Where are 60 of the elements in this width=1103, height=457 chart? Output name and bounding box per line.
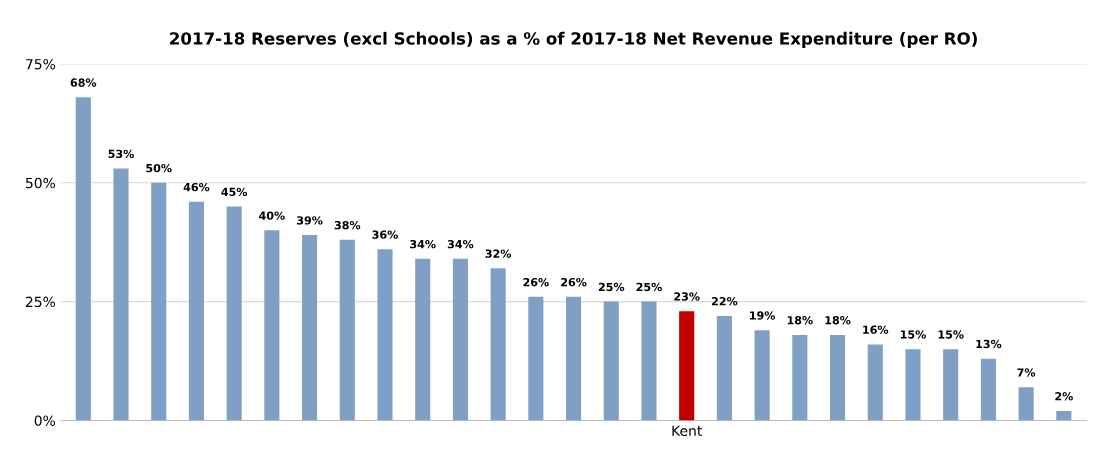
data-label: 34% — [410, 239, 436, 249]
bar — [528, 296, 544, 421]
data-label: 19% — [750, 311, 776, 320]
bar — [867, 344, 883, 421]
data-label: 53% — [108, 149, 134, 159]
y-tick-label: 50% — [26, 177, 56, 189]
chart-title: 2017-18 Reserves (excl Schools) as a % of 2017-18 Net Revenue Expenditure (per RO) — [170, 31, 977, 48]
data-label: 15% — [900, 330, 926, 339]
bar — [113, 168, 129, 421]
bar — [754, 330, 770, 421]
data-label: 40% — [259, 211, 285, 220]
data-label: 68% — [70, 78, 97, 87]
bar — [980, 358, 996, 421]
data-label: 46% — [183, 182, 210, 192]
data-label: 36% — [372, 230, 398, 239]
data-label: 15% — [938, 330, 964, 339]
bar — [415, 258, 431, 421]
bar — [264, 230, 280, 421]
data-label: 16% — [863, 325, 889, 334]
data-label: 45% — [221, 187, 248, 197]
bar — [490, 268, 506, 421]
data-label: 25% — [636, 282, 662, 292]
data-label: 32% — [485, 249, 512, 258]
bar — [302, 235, 318, 421]
data-label: 50% — [146, 163, 172, 173]
data-label: 23% — [674, 292, 700, 301]
data-label: 18% — [825, 316, 851, 325]
data-label: 13% — [976, 339, 1002, 349]
data-label: 25% — [598, 282, 625, 292]
data-label: 34% — [447, 239, 474, 249]
bar — [641, 301, 657, 421]
data-label: 39% — [297, 216, 323, 225]
data-label: 26% — [561, 277, 587, 287]
bar — [566, 296, 582, 421]
data-label: 18% — [787, 316, 813, 325]
y-tick-label: 75% — [26, 58, 56, 70]
data-label: 7% — [1017, 368, 1036, 377]
y-tick-label: 25% — [25, 296, 56, 308]
data-label: 2% — [1055, 392, 1073, 401]
bar — [792, 334, 808, 421]
bar — [188, 201, 204, 421]
bar — [830, 334, 846, 421]
bar — [1056, 410, 1072, 421]
bar — [377, 249, 393, 421]
bar — [75, 97, 91, 421]
x-tick-label: Kent — [672, 425, 702, 437]
bar — [905, 349, 921, 421]
data-label: 38% — [334, 220, 361, 230]
bar — [1018, 387, 1034, 421]
data-label: 26% — [523, 277, 549, 287]
bar — [603, 301, 619, 421]
bar — [452, 258, 468, 421]
bar — [679, 311, 695, 421]
bar — [226, 206, 242, 421]
y-tick-label: 0% — [34, 415, 56, 426]
bar — [339, 239, 355, 421]
bar — [943, 349, 959, 421]
bar — [716, 315, 732, 421]
bar — [151, 182, 167, 421]
data-label: 22% — [711, 296, 738, 306]
